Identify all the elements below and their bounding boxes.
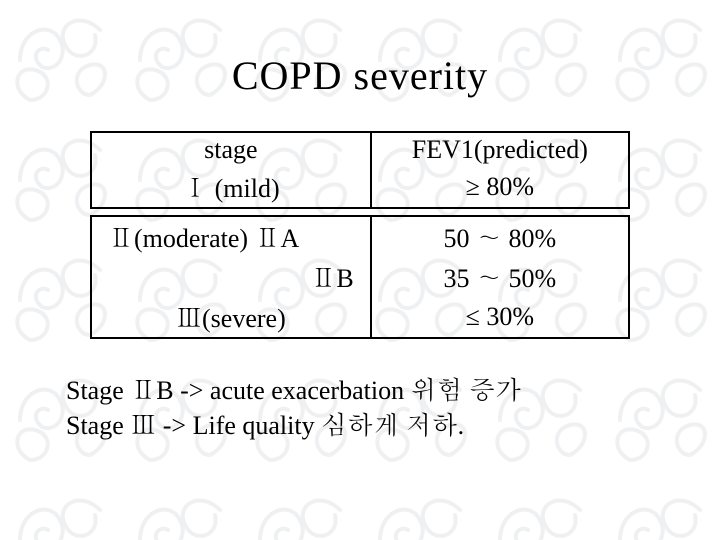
stage-2a-label: Ⅱ(moderate) ⅡA bbox=[91, 216, 371, 257]
stage-2b-label: ⅡB bbox=[91, 257, 371, 297]
stage-1-fev1: ≥ 80% bbox=[371, 167, 629, 208]
col-header-fev1: FEV1(predicted) bbox=[371, 132, 629, 167]
stage-1-label: Ⅰ (mild) bbox=[91, 167, 371, 208]
slide-content: COPD severity stage FEV1(predicted) Ⅰ (m… bbox=[0, 0, 720, 540]
stage-2a-fev1: 50 ∼ 80% bbox=[371, 216, 629, 257]
stage-3-fev1: ≤ 30% bbox=[371, 297, 629, 338]
slide-title: COPD severity bbox=[0, 52, 720, 99]
stage-2b-fev1: 35 ∼ 50% bbox=[371, 257, 629, 297]
col-header-stage: stage bbox=[91, 132, 371, 167]
note-line-1: Stage ⅡB -> acute exacerbation 위험 증가 bbox=[66, 373, 654, 408]
notes-block: Stage ⅡB -> acute exacerbation 위험 증가 Sta… bbox=[66, 373, 654, 443]
stage-3-label: Ⅲ(severe) bbox=[91, 297, 371, 338]
note-line-2: Stage Ⅲ -> Life quality 심하게 저하. bbox=[66, 408, 654, 443]
severity-table: stage FEV1(predicted) Ⅰ (mild) ≥ 80% Ⅱ(m… bbox=[90, 131, 630, 339]
